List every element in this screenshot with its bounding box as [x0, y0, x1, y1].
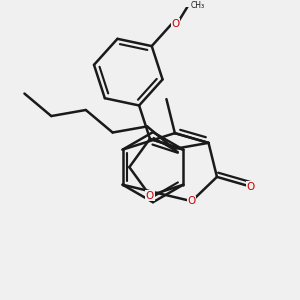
Text: O: O: [247, 182, 255, 192]
Text: O: O: [188, 196, 196, 206]
Text: CH₃: CH₃: [191, 1, 205, 10]
Text: O: O: [171, 19, 179, 29]
Text: O: O: [146, 190, 154, 200]
